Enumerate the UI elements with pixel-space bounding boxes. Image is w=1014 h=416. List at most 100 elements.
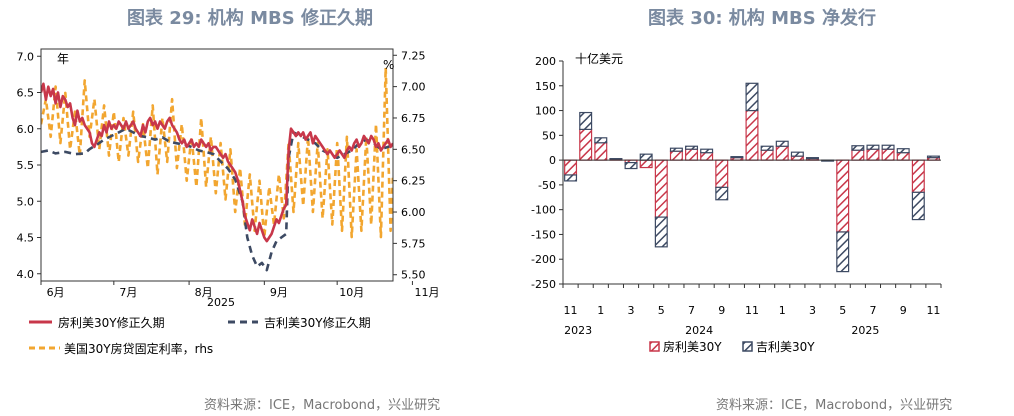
left-y-tick-label: 7.0 [17,50,35,63]
x-tick-label: 10月 [339,286,364,299]
y-tick-label: 100 [535,105,556,118]
x-tick-label: 5 [658,304,665,317]
bar-ginnie [866,144,880,150]
x-tick-label: 7 [688,304,695,317]
bar-ginnie [760,145,774,151]
bar-fannie [700,152,714,161]
right-axis-unit: % [383,58,394,72]
right-source: 资料来源：ICE，Macrobond，兴业研究 [716,398,953,413]
y-tick-label: -50 [538,179,556,192]
bar-fannie [639,159,653,169]
x-year-label: 2024 [685,324,713,337]
left-y-tick-label: 6.0 [17,123,35,136]
series-ginnie-duration [41,127,393,272]
right-chart-title: 图表 30: 机构 MBS 净发行 [648,8,876,29]
bar-ginnie [700,148,714,154]
x-tick-label: 9 [900,304,907,317]
right-y-tick-label: 6.75 [401,112,426,125]
x-tick-label: 11 [745,304,759,317]
right-legend: 房利美30Y 吉利美30Y [649,339,815,354]
y-tick-label: -200 [531,253,556,266]
bar-fannie [579,128,593,161]
bar-fannie [836,159,850,233]
bar-fannie [926,157,940,161]
bar-fannie [685,148,699,161]
duration-line-chart: 4.0 4.5 5.0 5.5 6.0 6.5 7.0 5.50 5.75 6.00 6.25 6.5… [17,48,439,356]
bar-ginnie [896,148,910,154]
right-y-tick-label: 6.25 [401,175,426,188]
bar-fannie [654,159,668,218]
bar-ginnie [926,155,940,159]
bar-fannie [760,149,774,161]
bar-ginnie [654,216,668,248]
series-fannie-duration [41,82,393,243]
bar-fannie [851,149,865,161]
x-tick-label: 9月 [270,286,288,299]
bar-fannie [745,109,759,161]
bar-ginnie [624,161,638,170]
bar-ginnie [564,174,578,182]
x-tick-label: 5 [839,304,846,317]
right-y-tick-label: 5.50 [401,269,426,282]
y-tick-label: -100 [531,204,556,217]
legend-label-fannie: 房利美30Y修正久期 [58,315,165,330]
bar-ginnie [669,147,683,152]
right-axis-unit: 十亿美元 [575,51,623,66]
legend-swatch-fannie [649,341,660,352]
y-tick-label: 0 [549,154,556,167]
legend-label-ginnie: 吉利美30Y [756,340,815,354]
y-tick-label: -250 [531,278,556,291]
right-y-tick-label: 6.50 [401,143,426,156]
bar-fannie [805,158,819,161]
bar-fannie [564,159,578,176]
y-tick-label: 200 [535,55,556,68]
bar-ginnie [685,145,699,150]
left-axis-unit: 年 [57,52,69,66]
left-y-tick-label: 4.5 [17,232,35,245]
bar-fannie [624,159,638,164]
bar-fannie [730,157,744,161]
bar-ginnie [579,111,593,130]
bar-fannie [775,145,789,161]
bar-fannie [790,155,804,161]
x-tick-label: 11月 [414,286,439,299]
x-tick-label: 1 [597,304,604,317]
bar-ginnie [745,82,759,112]
bar-ginnie [730,156,744,159]
bar-ginnie [639,153,653,161]
left-y-tick-label: 5.0 [17,195,35,208]
x-tick-label: 11 [564,304,578,317]
x-tick-label: 6月 [47,286,65,299]
bar-fannie [715,159,729,188]
bar-fannie [896,152,910,161]
x-tick-label: 7月 [119,286,137,299]
bar-ginnie [911,191,925,221]
bar-ginnie [594,137,608,144]
left-legend: 房利美30Y修正久期 吉利美30Y修正久期 美国30Y房贷固定利率，rhs [29,315,371,356]
right-y-tick-label: 5.75 [401,237,426,250]
right-y-tick-label: 7.25 [401,49,426,62]
x-tick-label: 3 [628,304,635,317]
y-tick-label: 150 [535,80,556,93]
bar-fannie [881,148,895,161]
left-chart-title: 图表 29: 机构 MBS 修正久期 [127,8,373,29]
bar-fannie [669,150,683,161]
plot-frame [40,48,394,282]
bar-fannie [866,148,880,161]
x-year-label: 2023 [564,324,592,337]
left-source: 资料来源：ICE，Macrobond，兴业研究 [204,398,441,413]
legend-label-mortgage: 美国30Y房贷固定利率，rhs [64,341,213,356]
legend-label-ginnie: 吉利美30Y修正久期 [264,315,371,330]
x-year-label: 2025 [207,296,235,309]
bar-ginnie [851,145,865,151]
bar-fannie [911,159,925,193]
bar-ginnie [775,140,789,147]
bar-ginnie [836,231,850,273]
bar-ginnie [805,157,819,160]
y-tick-label: 50 [542,129,556,142]
legend-swatch-ginnie [742,341,753,352]
x-tick-label: 8月 [195,286,213,299]
bar-ginnie [790,151,804,157]
x-tick-label: 1 [779,304,786,317]
right-y-tick-label: 6.00 [401,206,426,219]
